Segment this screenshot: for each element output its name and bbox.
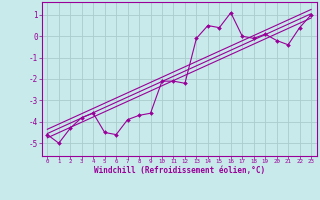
X-axis label: Windchill (Refroidissement éolien,°C): Windchill (Refroidissement éolien,°C) (94, 166, 265, 175)
